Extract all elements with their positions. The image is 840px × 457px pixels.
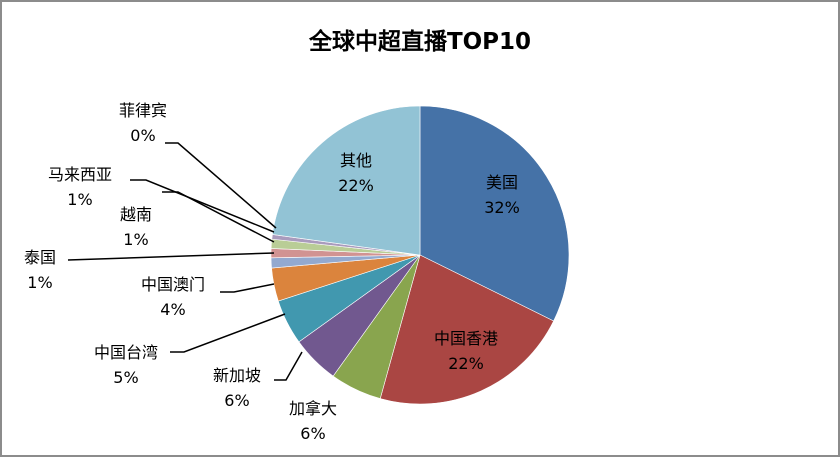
- data-label-percent: 32%: [484, 198, 520, 217]
- data-label: 中国澳门 4%: [141, 272, 205, 322]
- leader-line: [165, 142, 277, 229]
- data-label: 美国 32%: [484, 170, 520, 220]
- data-label-percent: 1%: [123, 230, 149, 249]
- data-label: 加拿大 6%: [289, 396, 337, 446]
- data-label-percent: 6%: [224, 391, 250, 410]
- data-label-category: 中国台湾: [93, 343, 159, 362]
- data-label-category: 马来西亚: [47, 165, 113, 184]
- data-label: 菲律宾 0%: [119, 98, 167, 148]
- pie-slice: [272, 105, 421, 256]
- data-label-category: 中国澳门: [140, 275, 206, 294]
- data-label-percent: 5%: [113, 368, 139, 387]
- data-label: 越南 1%: [120, 202, 152, 252]
- leader-line: [220, 283, 275, 293]
- data-label: 其他 22%: [338, 148, 374, 198]
- data-label-category: 中国香港: [433, 329, 499, 348]
- leader-line: [162, 191, 275, 243]
- data-label-percent: 22%: [448, 354, 484, 373]
- data-label-percent: 4%: [160, 300, 186, 319]
- data-label-percent: 22%: [338, 176, 374, 195]
- data-label-category: 新加坡: [212, 366, 262, 385]
- data-label-percent: 6%: [300, 424, 326, 443]
- data-label: 中国香港 22%: [434, 326, 498, 376]
- data-label: 马来西亚 1%: [48, 162, 112, 212]
- data-label: 新加坡 6%: [213, 363, 261, 413]
- data-label: 中国台湾 5%: [94, 340, 158, 390]
- data-label-percent: 0%: [130, 126, 156, 145]
- pie-slice: [419, 105, 570, 322]
- data-label-category: 菲律宾: [118, 101, 168, 120]
- leader-line: [130, 179, 275, 233]
- leader-line: [67, 252, 275, 261]
- chart-title: 全球中超直播TOP10: [308, 29, 532, 55]
- data-label-percent: 1%: [27, 273, 53, 292]
- data-label: 泰国 1%: [24, 245, 56, 295]
- data-label-category: 加拿大: [288, 399, 338, 418]
- data-label-percent: 1%: [67, 190, 93, 209]
- leader-line: [170, 313, 286, 353]
- data-label-category: 美国: [485, 173, 518, 192]
- leader-line: [274, 351, 303, 381]
- data-label-category: 其他: [339, 151, 372, 170]
- data-label-category: 泰国: [23, 248, 57, 267]
- data-label-category: 越南: [119, 205, 153, 224]
- pie-slice: [379, 254, 555, 405]
